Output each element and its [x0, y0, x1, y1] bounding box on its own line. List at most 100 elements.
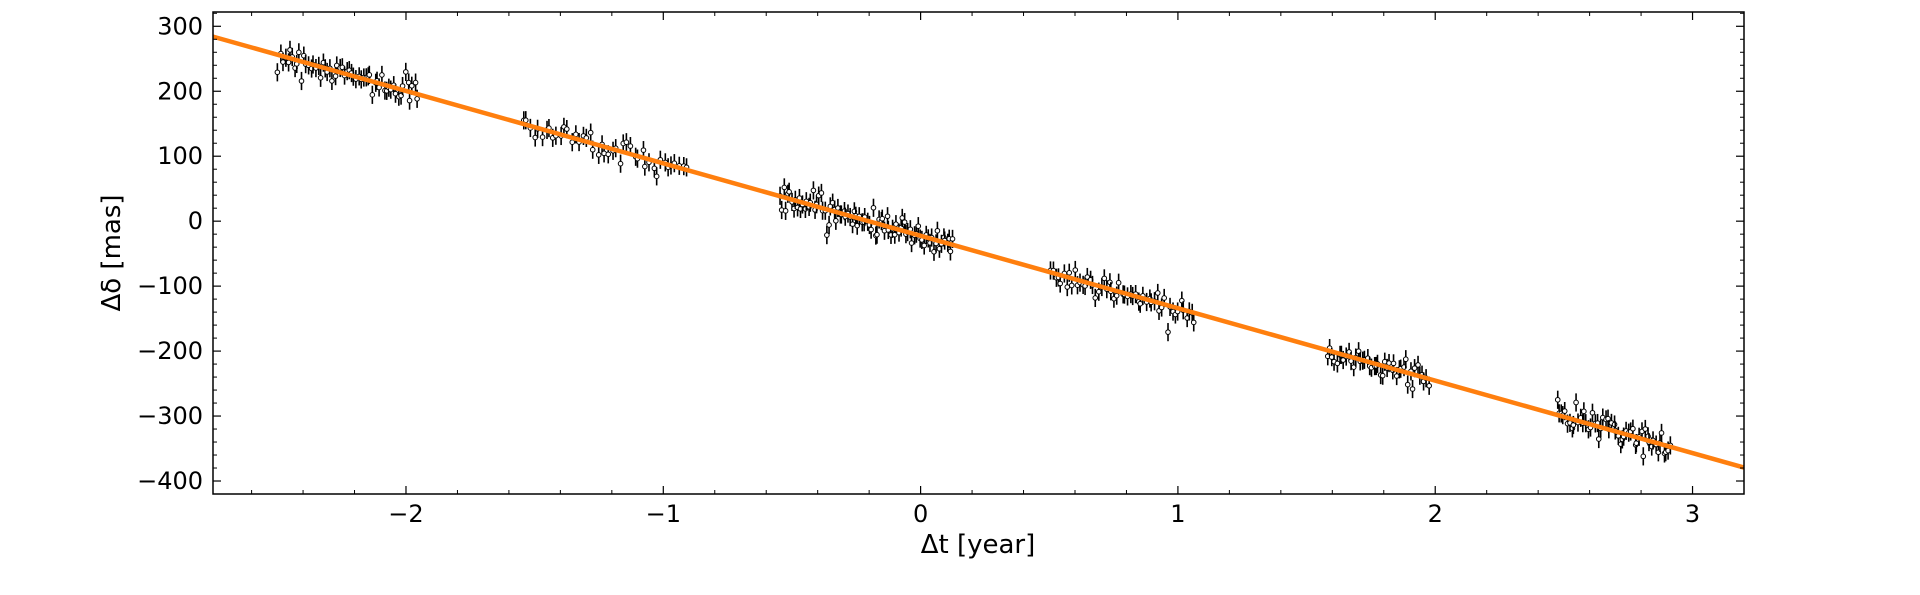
data-point — [826, 222, 832, 228]
axis-ticks: −2 −1 0 1 2 3 300 200 100 0 −100 −200 −300 −400 — [137, 12, 1745, 528]
data-point — [617, 160, 624, 167]
data-point — [539, 134, 546, 140]
x-tick-label: 2 — [1428, 500, 1443, 528]
data-point — [1561, 408, 1568, 414]
data-point — [412, 79, 419, 86]
data-point — [908, 240, 915, 246]
data-point — [1402, 356, 1409, 363]
data-point — [653, 173, 660, 180]
data-point — [366, 72, 373, 78]
data-point — [947, 248, 954, 255]
x-tick-label: −2 — [388, 500, 423, 528]
data-point — [874, 231, 880, 238]
data-point — [833, 217, 839, 224]
data-point — [589, 146, 596, 153]
data-point — [1137, 300, 1143, 307]
data-point — [782, 208, 789, 214]
y-tick-label: −100 — [137, 272, 203, 300]
data-point — [1415, 362, 1421, 368]
data-point — [879, 215, 886, 222]
data-point — [1573, 399, 1579, 406]
data-point — [868, 226, 874, 233]
data-point — [818, 190, 825, 196]
data-point — [1072, 267, 1079, 273]
data-point — [1605, 415, 1611, 422]
data-point — [901, 219, 908, 225]
y-tick-label: −200 — [137, 337, 203, 365]
data-point — [1630, 425, 1636, 432]
x-tick-label: −1 — [646, 500, 681, 528]
data-point — [1161, 295, 1168, 301]
data-point — [587, 129, 594, 136]
x-tick-label: 0 — [913, 500, 928, 528]
data-point — [835, 205, 841, 211]
x-axis-label: Δt [year] — [921, 530, 1036, 560]
data-point — [1379, 372, 1386, 379]
data-point — [285, 59, 292, 66]
data-point — [870, 204, 877, 211]
data-point — [1404, 381, 1411, 388]
data-point — [1096, 288, 1102, 295]
data-point — [317, 75, 324, 81]
data-point — [1154, 290, 1161, 296]
data-point — [332, 73, 339, 79]
y-tick-label: 0 — [188, 207, 203, 235]
data-point — [1390, 360, 1397, 367]
data-point — [915, 223, 922, 229]
data-point — [1165, 329, 1171, 335]
data-point — [642, 163, 648, 170]
data-point — [595, 152, 602, 158]
data-point — [1581, 408, 1587, 415]
data-point — [1411, 365, 1418, 371]
data-point — [1190, 319, 1197, 326]
data-point — [392, 90, 399, 97]
data-point — [1640, 453, 1647, 460]
data-point — [949, 236, 956, 242]
data-point — [1658, 430, 1665, 436]
data-point — [623, 139, 630, 146]
y-tick-label: 300 — [157, 12, 203, 40]
x-tick-label: 1 — [1170, 500, 1185, 528]
data-point — [934, 227, 941, 234]
data-point — [1115, 279, 1122, 286]
data-point — [296, 49, 302, 56]
fit-line — [212, 34, 1745, 470]
data-point — [1595, 436, 1602, 442]
plot-frame — [212, 11, 1745, 495]
data-point — [891, 231, 898, 238]
data-point — [1633, 440, 1640, 446]
y-tick-label: 200 — [157, 77, 203, 105]
data-point — [1570, 422, 1577, 428]
data-point — [1350, 364, 1357, 370]
data-point — [369, 92, 376, 98]
data-point — [1092, 295, 1099, 301]
data-point — [414, 96, 420, 102]
x-tick-label: 3 — [1685, 500, 1700, 528]
data-point — [605, 151, 612, 158]
data-point — [1068, 282, 1075, 289]
y-axis-label: Δδ [mas] — [97, 194, 127, 311]
data-point — [884, 213, 891, 220]
data-point — [298, 78, 305, 84]
data-point — [379, 72, 385, 78]
y-tick-label: −300 — [137, 402, 203, 430]
data-point — [1334, 360, 1341, 367]
y-tick-label: 100 — [157, 142, 203, 170]
data-point — [893, 221, 899, 227]
data-point — [569, 139, 576, 145]
data-point — [1409, 386, 1416, 392]
y-tick-label: −400 — [137, 467, 203, 495]
data-point — [1066, 269, 1073, 276]
data-point — [280, 59, 286, 65]
data-point — [408, 82, 415, 89]
data-point — [1642, 426, 1649, 432]
data-point — [627, 143, 634, 149]
data-point — [1393, 373, 1400, 379]
data-point — [921, 242, 928, 249]
data-point — [810, 187, 817, 194]
data-point — [1057, 280, 1063, 287]
data-point — [402, 69, 409, 75]
data-point — [329, 78, 335, 84]
data-points — [274, 40, 1674, 466]
